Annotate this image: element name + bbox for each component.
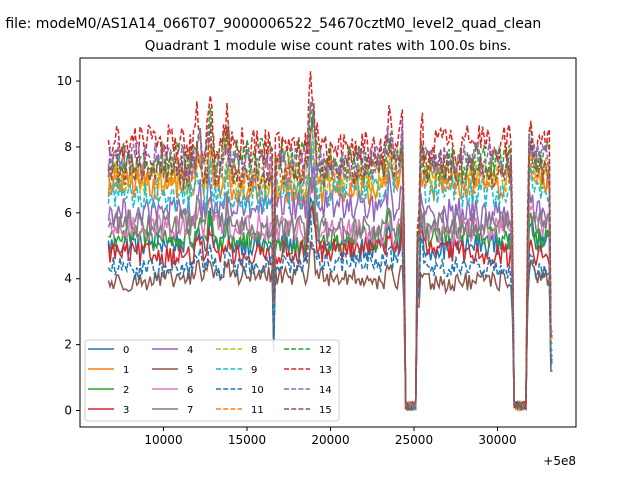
x-tick-label: 20000	[311, 433, 349, 447]
legend-label-13: 13	[319, 365, 332, 376]
legend-label-5: 5	[187, 365, 193, 376]
legend-label-11: 11	[251, 405, 264, 416]
legend-label-8: 8	[251, 345, 257, 356]
y-tick-label: 0	[64, 404, 72, 418]
legend-label-14: 14	[319, 385, 332, 396]
x-tick-label: 30000	[478, 433, 516, 447]
series-line-3	[107, 205, 553, 412]
y-tick-label: 2	[64, 338, 72, 352]
y-axis: 0 2 4 6 8 10	[57, 74, 80, 418]
figure-suptitle: n file: modeM0/AS1A14_066T07_9000006522_…	[0, 16, 541, 32]
legend-label-1: 1	[123, 365, 129, 376]
legend-label-2: 2	[123, 385, 129, 396]
legend-label-3: 3	[123, 405, 129, 416]
series-line-14	[107, 100, 553, 411]
legend-label-10: 10	[251, 385, 264, 396]
series-line-2	[108, 199, 553, 412]
legend-label-7: 7	[187, 405, 193, 416]
y-tick-label: 10	[57, 74, 72, 88]
x-axis: 10000 15000 20000 25000 30000	[144, 427, 517, 447]
legend-label-0: 0	[123, 345, 129, 356]
y-tick-label: 6	[64, 206, 72, 220]
plot-frame	[79, 57, 577, 428]
series-line-10	[107, 209, 553, 411]
series-line-11	[107, 121, 553, 413]
series-line-9	[107, 117, 553, 411]
y-tick-label: 4	[64, 272, 72, 286]
legend-label-6: 6	[187, 385, 193, 396]
legend-frame	[84, 339, 340, 422]
legend-label-4: 4	[187, 345, 193, 356]
x-offset-label: +5e8	[543, 454, 576, 468]
x-tick-label: 10000	[144, 433, 182, 447]
legend-label-15: 15	[319, 405, 332, 416]
legend-label-12: 12	[319, 345, 332, 356]
series-line-5	[107, 240, 553, 411]
series-line-7	[107, 176, 553, 411]
x-tick-label: 25000	[395, 433, 433, 447]
x-tick-label: 15000	[228, 433, 266, 447]
series-layer	[107, 71, 553, 413]
chart-title: Quadrant 1 module wise count rates with …	[145, 38, 511, 54]
series-line-15	[107, 107, 553, 410]
y-tick-label: 8	[64, 140, 72, 154]
legend-label-9: 9	[251, 365, 257, 376]
